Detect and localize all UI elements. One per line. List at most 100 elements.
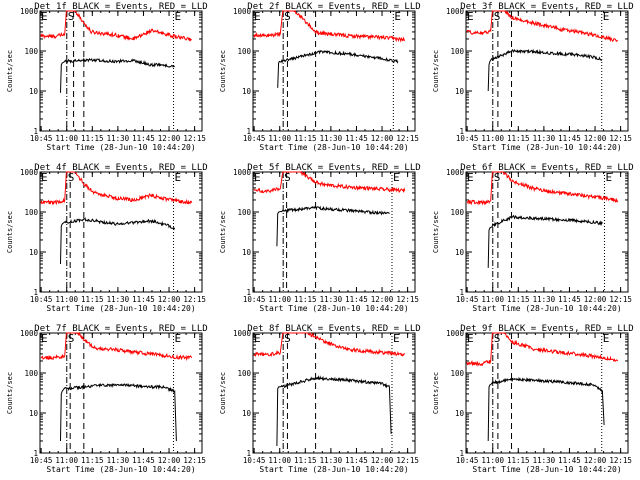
marker-label-s: S	[494, 10, 501, 23]
x-tick-label: 11:00	[55, 295, 78, 304]
y-tick-label: 10	[29, 87, 39, 96]
y-axis-label: Counts/sec	[432, 50, 440, 92]
marker-label-e: E	[41, 10, 48, 23]
y-axis-label: Counts/sec	[432, 211, 440, 253]
panel-6: Det 6f BLACK = Events, RED = LLD 1 10 100 10…	[432, 163, 634, 313]
y-tick-label: 1000	[20, 7, 39, 16]
lld-series-line	[466, 332, 619, 367]
panel-7: Det 7f BLACK = Events, RED = LLD 1 10 100 10…	[6, 324, 208, 474]
lld-series-line	[40, 10, 192, 42]
events-series-line	[487, 376, 605, 442]
x-tick-label: 10:45	[456, 295, 479, 304]
y-tick-label: 100	[237, 208, 251, 217]
y-tick-label: 100	[450, 369, 464, 378]
y-tick-label: 10	[242, 87, 252, 96]
x-tick-label: 11:45	[558, 134, 581, 143]
panel-title: Det 5f BLACK = Events, RED = LLD	[247, 163, 420, 173]
panel-title: Det 3f BLACK = Events, RED = LLD	[460, 2, 633, 12]
y-tick-label: 1	[33, 449, 38, 458]
marker-label-e: E	[603, 332, 610, 345]
panel-9: Det 9f BLACK = Events, RED = LLD 1 10 100 10…	[432, 324, 634, 474]
x-tick-label: 11:30	[107, 456, 130, 465]
y-axis-label: Counts/sec	[219, 50, 227, 92]
x-tick-label: 11:15	[294, 295, 317, 304]
marker-label-s: S	[494, 171, 501, 184]
lld-series-line	[253, 170, 406, 194]
events-series-line	[60, 217, 176, 265]
lld-series-line	[466, 10, 619, 43]
marker-label-s: S	[68, 171, 75, 184]
x-tick-label: 11:15	[507, 456, 530, 465]
y-tick-label: 10	[242, 248, 252, 257]
y-tick-label: 1000	[446, 168, 465, 177]
panel-2: Det 2f BLACK = Events, RED = LLD 1 10 100 10…	[219, 2, 421, 152]
x-tick-label: 10:45	[456, 134, 479, 143]
y-axis-label: Counts/sec	[219, 372, 227, 414]
plot-frame	[252, 332, 416, 454]
x-tick-label: 12:00	[371, 295, 394, 304]
panel-1: Det 1f BLACK = Events, RED = LLD 1 10 100 10…	[6, 2, 208, 152]
x-tick-label: 11:15	[81, 456, 104, 465]
x-tick-label: 11:30	[320, 295, 343, 304]
x-tick-label: 12:00	[158, 134, 181, 143]
x-tick-label: 11:45	[132, 456, 155, 465]
y-tick-label: 1	[33, 127, 38, 136]
events-series-line	[60, 57, 176, 93]
panel-5: Det 5f BLACK = Events, RED = LLD 1 10 100 10…	[219, 163, 421, 313]
y-axis-label: Counts/sec	[219, 211, 227, 253]
y-axis-label: Counts/sec	[6, 211, 14, 253]
y-tick-label: 10	[29, 248, 39, 257]
y-tick-label: 1	[459, 127, 464, 136]
x-tick-label: 11:45	[558, 456, 581, 465]
marker-label-s: S	[68, 10, 75, 23]
x-tick-label: 11:30	[320, 134, 343, 143]
x-tick-label: 11:30	[320, 456, 343, 465]
y-tick-label: 100	[237, 369, 251, 378]
x-tick-label: 10:45	[30, 456, 53, 465]
x-tick-label: 11:45	[132, 295, 155, 304]
x-tick-label: 12:00	[584, 456, 607, 465]
x-axis-label: Start Time (28-Jun-10 10:44:20)	[46, 304, 195, 313]
y-tick-label: 1	[459, 449, 464, 458]
x-axis-label: Start Time (28-Jun-10 10:44:20)	[472, 143, 621, 152]
x-tick-label: 10:45	[456, 456, 479, 465]
plot-frame	[39, 10, 203, 132]
x-tick-label: 10:45	[243, 295, 266, 304]
marker-label-e: E	[393, 332, 400, 345]
y-tick-label: 100	[24, 208, 38, 217]
x-axis-label: Start Time (28-Jun-10 10:44:20)	[259, 465, 408, 474]
x-tick-label: 12:15	[396, 295, 419, 304]
y-tick-label: 1	[459, 288, 464, 297]
y-tick-label: 100	[24, 47, 38, 56]
panel-title: Det 1f BLACK = Events, RED = LLD	[34, 2, 207, 12]
y-tick-label: 10	[455, 87, 465, 96]
x-tick-label: 10:45	[243, 456, 266, 465]
marker-label-s: S	[68, 332, 75, 345]
plot-frame	[39, 171, 203, 293]
y-tick-label: 1	[246, 127, 251, 136]
x-tick-label: 11:30	[107, 295, 130, 304]
panel-title: Det 9f BLACK = Events, RED = LLD	[460, 324, 633, 334]
x-tick-label: 12:00	[158, 456, 181, 465]
events-series-line	[276, 205, 390, 247]
lld-series-line	[40, 331, 193, 362]
panel-4: Det 4f BLACK = Events, RED = LLD 1 10 100 10…	[6, 163, 208, 313]
x-tick-label: 12:15	[183, 295, 206, 304]
marker-label-e: E	[394, 10, 401, 23]
marker-label-s: S	[284, 10, 291, 23]
x-tick-label: 12:15	[396, 134, 419, 143]
x-tick-label: 12:00	[371, 456, 394, 465]
y-tick-label: 100	[237, 47, 251, 56]
x-tick-label: 11:45	[345, 295, 368, 304]
x-tick-label: 12:15	[609, 134, 632, 143]
y-tick-label: 100	[450, 47, 464, 56]
x-axis-label: Start Time (28-Jun-10 10:44:20)	[259, 304, 408, 313]
marker-label-e: E	[41, 171, 48, 184]
x-tick-label: 12:15	[183, 134, 206, 143]
x-tick-label: 12:15	[396, 456, 419, 465]
x-tick-label: 11:45	[345, 134, 368, 143]
lld-series-line	[466, 171, 619, 206]
marker-label-e: E	[254, 171, 261, 184]
